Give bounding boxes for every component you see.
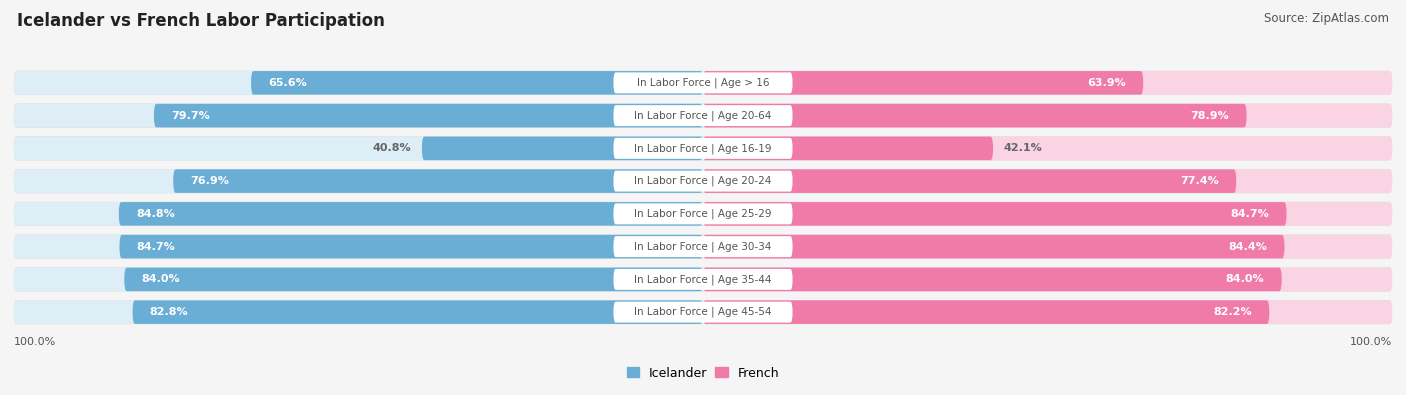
Text: 84.7%: 84.7%: [1230, 209, 1270, 219]
Text: 84.0%: 84.0%: [142, 275, 180, 284]
FancyBboxPatch shape: [703, 169, 1236, 193]
FancyBboxPatch shape: [613, 236, 793, 257]
FancyBboxPatch shape: [132, 300, 703, 324]
Text: 40.8%: 40.8%: [373, 143, 412, 153]
Text: 76.9%: 76.9%: [190, 176, 229, 186]
FancyBboxPatch shape: [14, 169, 703, 193]
Text: 77.4%: 77.4%: [1180, 176, 1219, 186]
Text: In Labor Force | Age 16-19: In Labor Force | Age 16-19: [634, 143, 772, 154]
FancyBboxPatch shape: [120, 235, 703, 258]
FancyBboxPatch shape: [703, 300, 1270, 324]
Text: 84.4%: 84.4%: [1229, 242, 1267, 252]
Text: 100.0%: 100.0%: [1350, 337, 1392, 347]
Text: 84.0%: 84.0%: [1226, 275, 1264, 284]
Text: In Labor Force | Age 25-29: In Labor Force | Age 25-29: [634, 209, 772, 219]
Text: In Labor Force | Age 30-34: In Labor Force | Age 30-34: [634, 241, 772, 252]
FancyBboxPatch shape: [703, 202, 1392, 226]
FancyBboxPatch shape: [703, 104, 1247, 128]
FancyBboxPatch shape: [422, 137, 703, 160]
Text: In Labor Force | Age 20-64: In Labor Force | Age 20-64: [634, 110, 772, 121]
FancyBboxPatch shape: [703, 71, 1392, 95]
FancyBboxPatch shape: [613, 171, 793, 192]
FancyBboxPatch shape: [613, 105, 793, 126]
FancyBboxPatch shape: [703, 137, 993, 160]
Text: In Labor Force | Age 45-54: In Labor Force | Age 45-54: [634, 307, 772, 318]
FancyBboxPatch shape: [613, 302, 793, 323]
Text: In Labor Force | Age 20-24: In Labor Force | Age 20-24: [634, 176, 772, 186]
FancyBboxPatch shape: [14, 137, 703, 160]
FancyBboxPatch shape: [14, 71, 703, 95]
FancyBboxPatch shape: [703, 267, 1282, 291]
FancyBboxPatch shape: [14, 202, 703, 226]
Text: 79.7%: 79.7%: [172, 111, 209, 120]
Legend: Icelander, French: Icelander, French: [621, 362, 785, 385]
Text: 82.2%: 82.2%: [1213, 307, 1253, 317]
FancyBboxPatch shape: [703, 267, 1392, 291]
FancyBboxPatch shape: [14, 235, 703, 258]
FancyBboxPatch shape: [703, 235, 1392, 258]
FancyBboxPatch shape: [703, 104, 1392, 128]
Text: 63.9%: 63.9%: [1087, 78, 1126, 88]
FancyBboxPatch shape: [703, 202, 1286, 226]
FancyBboxPatch shape: [613, 138, 793, 159]
FancyBboxPatch shape: [703, 169, 1392, 193]
FancyBboxPatch shape: [613, 203, 793, 224]
FancyBboxPatch shape: [14, 267, 1392, 291]
FancyBboxPatch shape: [153, 104, 703, 128]
FancyBboxPatch shape: [14, 104, 1392, 128]
FancyBboxPatch shape: [14, 300, 1392, 324]
FancyBboxPatch shape: [613, 72, 793, 93]
FancyBboxPatch shape: [14, 169, 1392, 193]
Text: 82.8%: 82.8%: [150, 307, 188, 317]
Text: 42.1%: 42.1%: [1004, 143, 1042, 153]
FancyBboxPatch shape: [703, 235, 1285, 258]
FancyBboxPatch shape: [252, 71, 703, 95]
Text: 84.8%: 84.8%: [136, 209, 174, 219]
FancyBboxPatch shape: [173, 169, 703, 193]
FancyBboxPatch shape: [703, 71, 1143, 95]
FancyBboxPatch shape: [14, 267, 703, 291]
FancyBboxPatch shape: [14, 104, 703, 128]
Text: In Labor Force | Age 35-44: In Labor Force | Age 35-44: [634, 274, 772, 285]
Text: 84.7%: 84.7%: [136, 242, 176, 252]
FancyBboxPatch shape: [14, 137, 1392, 160]
Text: 78.9%: 78.9%: [1191, 111, 1229, 120]
Text: Icelander vs French Labor Participation: Icelander vs French Labor Participation: [17, 12, 385, 30]
FancyBboxPatch shape: [14, 71, 1392, 95]
FancyBboxPatch shape: [124, 267, 703, 291]
Text: In Labor Force | Age > 16: In Labor Force | Age > 16: [637, 77, 769, 88]
FancyBboxPatch shape: [613, 269, 793, 290]
Text: Source: ZipAtlas.com: Source: ZipAtlas.com: [1264, 12, 1389, 25]
FancyBboxPatch shape: [118, 202, 703, 226]
FancyBboxPatch shape: [14, 202, 1392, 226]
FancyBboxPatch shape: [14, 235, 1392, 258]
Text: 65.6%: 65.6%: [269, 78, 307, 88]
FancyBboxPatch shape: [703, 137, 1392, 160]
FancyBboxPatch shape: [703, 300, 1392, 324]
Text: 100.0%: 100.0%: [14, 337, 56, 347]
FancyBboxPatch shape: [14, 300, 703, 324]
